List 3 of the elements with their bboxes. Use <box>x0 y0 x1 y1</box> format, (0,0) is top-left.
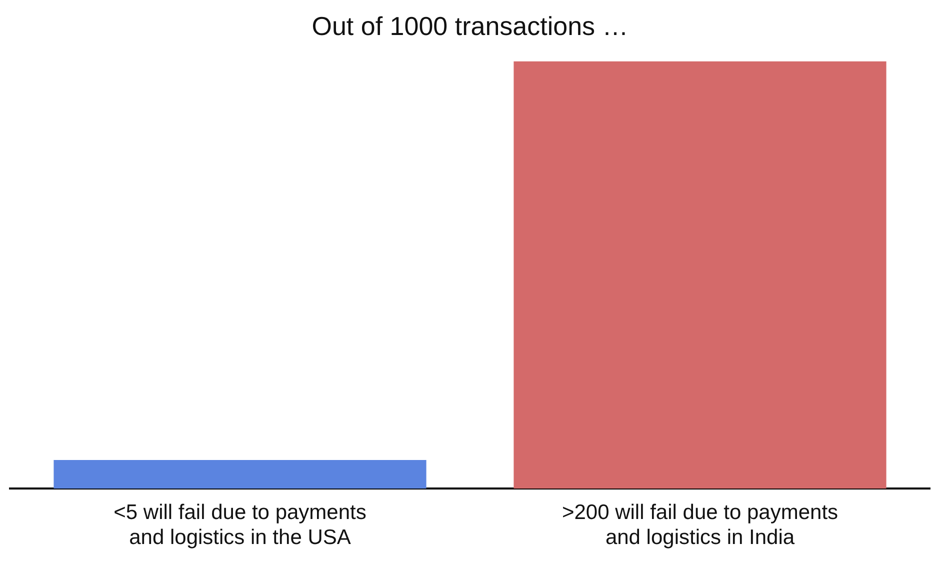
x-tick-label: >200 will fail due to payments and logistics in India <box>562 500 838 550</box>
x-tick-label: <5 will fail due to payments and logistics in the USA <box>114 500 366 550</box>
chart-title: Out of 1000 transactions … <box>312 10 628 41</box>
